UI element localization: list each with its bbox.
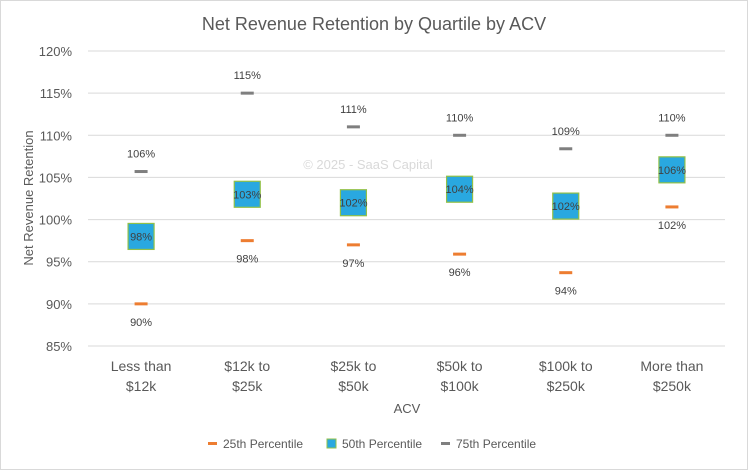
p25-marker (134, 302, 148, 306)
p25-marker (665, 205, 679, 209)
legend-label: 50th Percentile (342, 437, 422, 451)
data-label: 106% (658, 165, 686, 177)
data-label: 94% (555, 286, 577, 298)
p75-marker (559, 147, 573, 151)
p75-marker (453, 133, 467, 137)
data-label: 104% (446, 184, 474, 196)
y-tick-label: 120% (39, 44, 73, 59)
data-label: 115% (234, 70, 262, 82)
legend-swatch (326, 438, 337, 449)
median-marker (445, 175, 474, 203)
p75-marker (240, 91, 254, 95)
y-tick-label: 105% (39, 170, 73, 185)
median-marker (658, 156, 686, 184)
y-tick-label: 90% (46, 297, 72, 312)
median-marker (233, 180, 261, 208)
x-tick-label: $12k to (224, 358, 270, 374)
data-label: 97% (342, 258, 364, 270)
median-marker (339, 189, 368, 217)
x-tick-label: $25k to (330, 358, 376, 374)
x-tick-label: $25k (232, 378, 263, 394)
y-tick-label: 110% (40, 128, 73, 143)
data-label: 111% (340, 104, 367, 116)
y-tick-label: 115% (40, 86, 73, 101)
x-tick-label: Less than (111, 358, 172, 374)
data-label: 103% (233, 189, 261, 201)
data-label: 98% (130, 231, 152, 243)
data-label: 109% (552, 126, 580, 138)
p25-marker (559, 271, 573, 275)
legend-label: 75th Percentile (456, 437, 536, 451)
legend-swatch (208, 442, 217, 445)
data-label: 96% (449, 267, 471, 279)
median-marker (552, 192, 580, 220)
y-axis-label: Net Revenue Retention (21, 130, 36, 265)
p25-marker (453, 252, 467, 256)
watermark: © 2025 - SaaS Capital (303, 157, 433, 172)
x-tick-label: $12k (126, 378, 157, 394)
x-tick-label: $100k (441, 378, 480, 394)
x-axis-label: ACV (394, 401, 421, 416)
x-tick-label: $50k (338, 378, 369, 394)
data-label: 102% (658, 220, 686, 232)
p75-marker (665, 133, 679, 137)
data-label: 102% (552, 201, 580, 213)
y-tick-label: 95% (46, 255, 72, 270)
x-tick-label: $250k (547, 378, 586, 394)
x-tick-label: $100k to (539, 358, 593, 374)
data-label: 110% (446, 112, 474, 124)
data-label: 102% (339, 198, 367, 210)
p25-marker (346, 243, 360, 247)
legend-swatch (441, 442, 450, 445)
x-tick-label: More than (640, 358, 703, 374)
y-tick-label: 100% (39, 213, 73, 228)
p75-marker (346, 125, 360, 129)
p25-marker (240, 239, 254, 243)
legend-label: 25th Percentile (223, 437, 303, 451)
chart-title: Net Revenue Retention by Quartile by ACV (202, 14, 546, 34)
data-label: 90% (130, 317, 152, 329)
data-label: 106% (127, 149, 155, 161)
data-label: 110% (658, 112, 686, 124)
y-tick-label: 85% (46, 339, 72, 354)
x-tick-label: $50k to (437, 358, 483, 374)
data-label: 98% (236, 254, 258, 266)
x-tick-label: $250k (653, 378, 692, 394)
p75-marker (134, 170, 148, 174)
median-marker (127, 222, 155, 251)
